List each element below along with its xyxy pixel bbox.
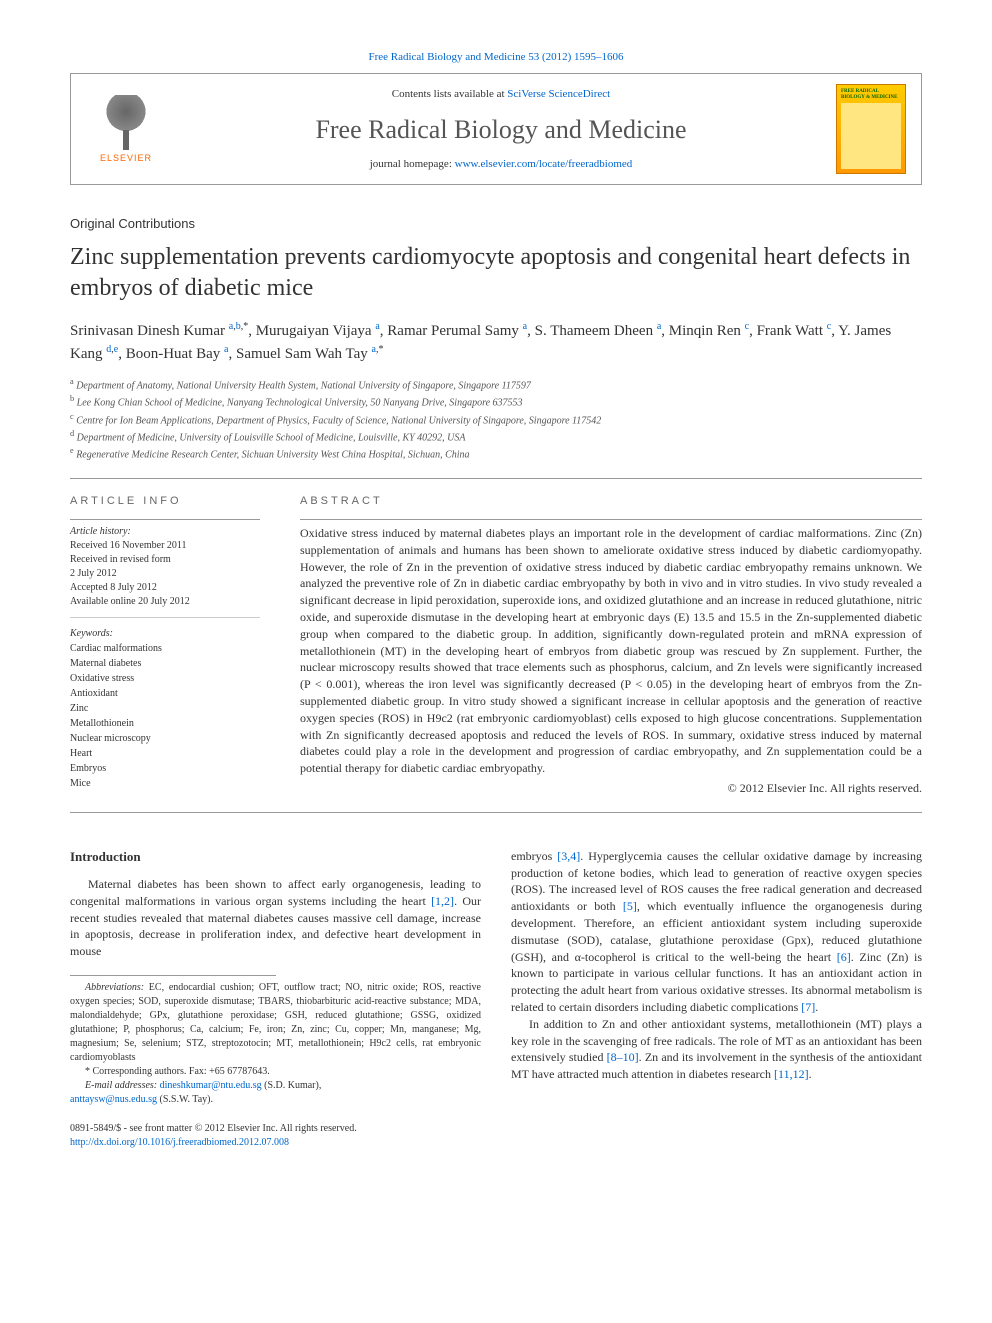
abstract: ABSTRACT Oxidative stress induced by mat…	[300, 494, 922, 797]
cover-body	[841, 103, 901, 169]
journal-header: ELSEVIER Contents lists available at Sci…	[70, 73, 922, 185]
history-line: Accepted 8 July 2012	[70, 581, 260, 595]
author-email-link[interactable]: anttaysw@nus.edu.sg	[70, 1094, 157, 1105]
keyword: Maternal diabetes	[70, 656, 260, 671]
abstract-heading: ABSTRACT	[300, 494, 922, 509]
keyword: Metallothionein	[70, 716, 260, 731]
keyword: Nuclear microscopy	[70, 731, 260, 746]
homepage-line: journal homepage: www.elsevier.com/locat…	[166, 157, 836, 172]
affiliation-line: a Department of Anatomy, National Univer…	[70, 376, 922, 393]
intro-paragraph: embryos [3,4]. Hyperglycemia causes the …	[511, 848, 922, 1016]
keyword: Heart	[70, 746, 260, 761]
sciencedirect-link[interactable]: SciVerse ScienceDirect	[507, 88, 610, 100]
top-citation-link[interactable]: Free Radical Biology and Medicine 53 (20…	[70, 50, 922, 65]
author-list: Srinivasan Dinesh Kumar a,b,*, Murugaiya…	[70, 319, 922, 366]
body-column-left: Introduction Maternal diabetes has been …	[70, 848, 481, 1150]
affiliation-line: c Centre for Ion Beam Applications, Depa…	[70, 411, 922, 428]
divider	[70, 812, 922, 813]
article-info-heading: ARTICLE INFO	[70, 494, 260, 509]
email-addresses: E-mail addresses: dineshkumar@ntu.edu.sg…	[70, 1079, 481, 1107]
cover-title: FREE RADICAL BIOLOGY & MEDICINE	[841, 89, 901, 100]
author-email-link[interactable]: dineshkumar@ntu.edu.sg	[160, 1080, 262, 1091]
citation-link[interactable]: [11,12]	[774, 1067, 809, 1081]
citation-link[interactable]: [1,2]	[431, 894, 454, 908]
citation-link[interactable]: [8–10]	[607, 1050, 639, 1064]
article-info-sidebar: ARTICLE INFO Article history: Received 1…	[70, 494, 260, 797]
divider	[70, 478, 922, 479]
affiliation-line: b Lee Kong Chian School of Medicine, Nan…	[70, 393, 922, 410]
citation-link[interactable]: [7]	[801, 1000, 815, 1014]
elsevier-tree-icon	[96, 95, 156, 150]
abstract-copyright: © 2012 Elsevier Inc. All rights reserved…	[300, 780, 922, 797]
elsevier-logo[interactable]: ELSEVIER	[86, 89, 166, 169]
keyword: Oxidative stress	[70, 671, 260, 686]
body-column-right: embryos [3,4]. Hyperglycemia causes the …	[511, 848, 922, 1150]
citation-link[interactable]: [6]	[837, 950, 851, 964]
keyword: Cardiac malformations	[70, 641, 260, 656]
keywords-heading: Keywords:	[70, 626, 260, 641]
affiliation-line: e Regenerative Medicine Research Center,…	[70, 445, 922, 462]
article-title: Zinc supplementation prevents cardiomyoc…	[70, 242, 922, 304]
elsevier-wordmark: ELSEVIER	[100, 152, 152, 165]
history-line: Received in revised form	[70, 553, 260, 567]
history-line: Available online 20 July 2012	[70, 595, 260, 609]
article-history-heading: Article history:	[70, 525, 260, 539]
keyword: Zinc	[70, 701, 260, 716]
footnotes: Abbreviations: EC, endocardial cushion; …	[70, 981, 481, 1107]
keyword: Mice	[70, 776, 260, 791]
history-line: Received 16 November 2011	[70, 539, 260, 553]
contents-line: Contents lists available at SciVerse Sci…	[166, 87, 836, 102]
footnote-separator	[70, 975, 276, 976]
intro-paragraph: Maternal diabetes has been shown to affe…	[70, 876, 481, 960]
corresponding-author-note: * Corresponding authors. Fax: +65 677876…	[70, 1065, 481, 1079]
journal-cover-thumbnail[interactable]: FREE RADICAL BIOLOGY & MEDICINE	[836, 84, 906, 174]
journal-name: Free Radical Biology and Medicine	[166, 112, 836, 148]
keyword: Embryos	[70, 761, 260, 776]
introduction-heading: Introduction	[70, 848, 481, 866]
doi-link[interactable]: http://dx.doi.org/10.1016/j.freeradbiome…	[70, 1137, 289, 1148]
keyword: Antioxidant	[70, 686, 260, 701]
copyright-footer: 0891-5849/$ - see front matter © 2012 El…	[70, 1122, 481, 1150]
citation-link[interactable]: [5]	[623, 899, 637, 913]
intro-paragraph: In addition to Zn and other antioxidant …	[511, 1016, 922, 1083]
article-type-label: Original Contributions	[70, 215, 922, 233]
history-line: 2 July 2012	[70, 567, 260, 581]
affiliation-line: d Department of Medicine, University of …	[70, 428, 922, 445]
affiliations: a Department of Anatomy, National Univer…	[70, 376, 922, 463]
journal-homepage-link[interactable]: www.elsevier.com/locate/freeradbiomed	[455, 158, 633, 170]
citation-link[interactable]: [3,4]	[557, 849, 580, 863]
abstract-text: Oxidative stress induced by maternal dia…	[300, 525, 922, 777]
